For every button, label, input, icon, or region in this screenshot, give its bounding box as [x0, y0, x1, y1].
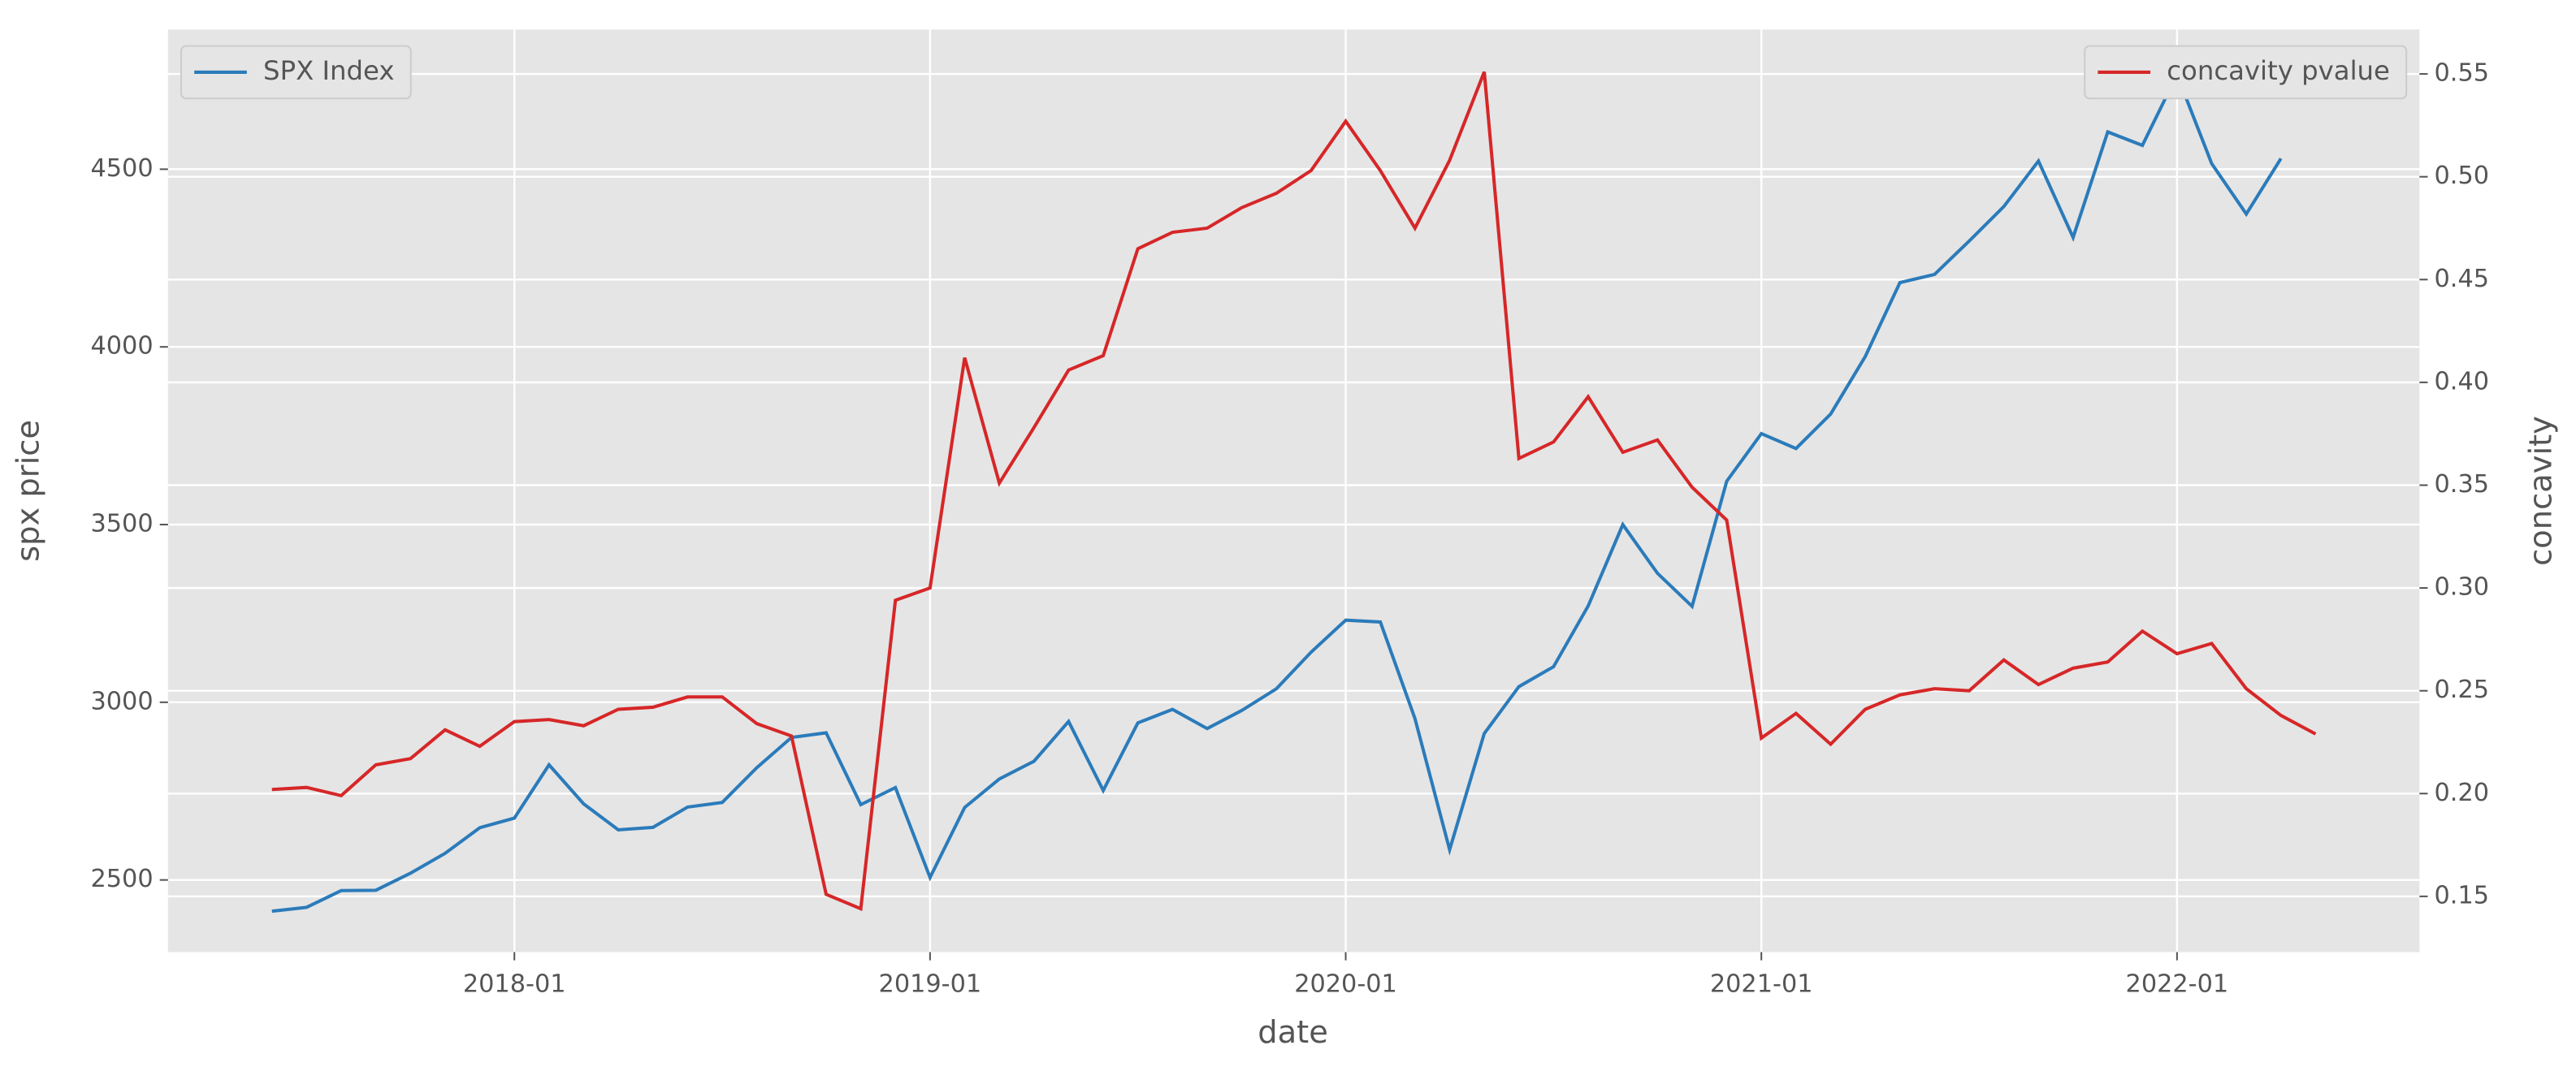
- legend-label: SPX Index: [263, 55, 394, 86]
- y-tick-label: 4500: [90, 154, 153, 183]
- x-axis-label: date: [1258, 1014, 1328, 1051]
- y2-tick-label: 0.25: [2435, 676, 2489, 704]
- line: [271, 71, 2317, 911]
- y2-tick-label: 0.30: [2435, 573, 2489, 602]
- y2-tick-label: 0.15: [2435, 881, 2489, 909]
- x-tick-label: 2019-01: [879, 970, 982, 998]
- x-tick-label: 2021-01: [1710, 970, 1813, 998]
- y2-tick-label: 0.45: [2435, 265, 2489, 293]
- y-axis-label: spx price: [11, 420, 47, 562]
- line: [271, 70, 2283, 914]
- y2-tick-label: 0.35: [2435, 470, 2489, 499]
- y-tick-label: 2500: [90, 865, 153, 893]
- legend: SPX Index: [180, 45, 412, 100]
- y2-tick-label: 0.20: [2435, 779, 2489, 807]
- y2-tick-label: 0.55: [2435, 59, 2489, 88]
- legend-box: [2084, 45, 2408, 100]
- y-tick-label: 4000: [90, 332, 153, 361]
- y2-tick-label: 0.40: [2435, 367, 2489, 395]
- legend: concavity pvalue: [2084, 45, 2408, 100]
- legend-box: [180, 45, 412, 100]
- y2-tick-label: 0.50: [2435, 162, 2489, 190]
- x-tick-label: 2020-01: [1294, 970, 1397, 998]
- legend-label: concavity pvalue: [2167, 55, 2390, 86]
- x-tick-label: 2022-01: [2126, 970, 2229, 998]
- plot-area: [167, 29, 2420, 953]
- y2-axis-label: concavity: [2522, 416, 2559, 566]
- y-tick-label: 3000: [90, 687, 153, 715]
- x-tick-label: 2018-01: [463, 970, 566, 998]
- y-tick-label: 3500: [90, 510, 153, 538]
